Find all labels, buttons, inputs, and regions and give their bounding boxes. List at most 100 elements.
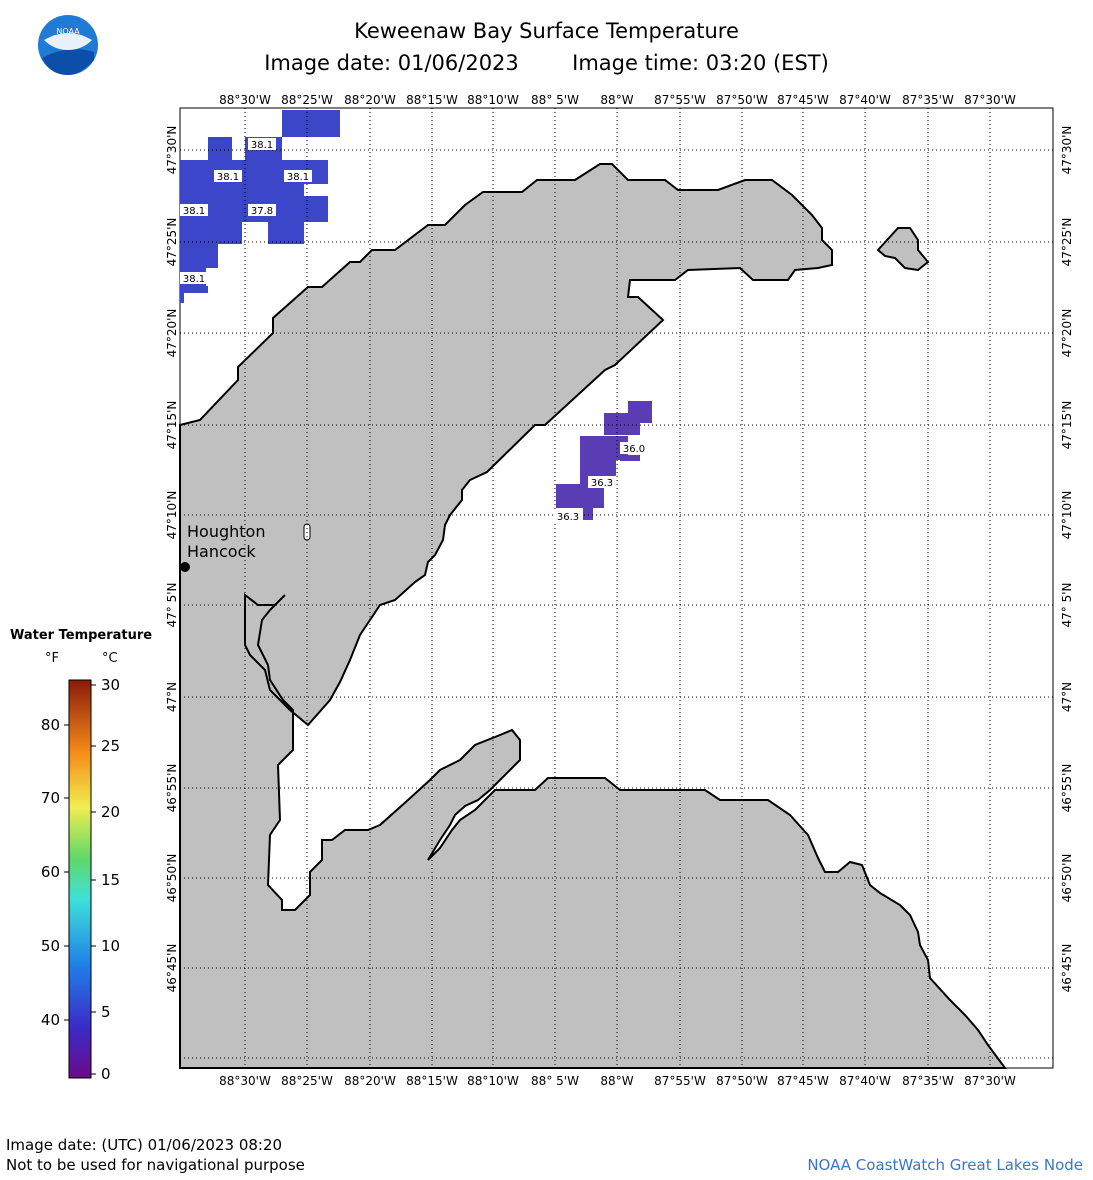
image-datetime: Image date: 01/06/2023 Image time: 03:20… [0, 51, 1093, 75]
svg-text:NOAA: NOAA [56, 27, 80, 36]
legend-unit-f: °F [45, 651, 59, 666]
lat-label-left: 47°10'N [165, 491, 179, 540]
graticule [180, 108, 1053, 1068]
lat-label-left: 46°55'N [165, 764, 179, 813]
lat-label-right: 47°N [1060, 682, 1074, 712]
lat-label-right: 47°20'N [1060, 309, 1074, 358]
lat-label-right: 47° 5'N [1060, 583, 1074, 628]
legend-tick-f: 70 [41, 789, 60, 807]
legend-unit-c: °C [102, 651, 118, 666]
legend-tick-c: 25 [101, 737, 120, 755]
lat-label-left: 47°25'N [165, 218, 179, 267]
legend-tick-f: 50 [41, 937, 60, 955]
lat-label-left: 47°30'N [165, 126, 179, 175]
lon-label-top: 88° 5'W [531, 93, 579, 107]
svg-text:38.1: 38.1 [217, 172, 239, 183]
svg-text:38.1: 38.1 [183, 274, 205, 285]
lon-label-bottom: 88°10'W [467, 1074, 519, 1088]
temperature-label: 37.8 [248, 204, 276, 217]
lon-label-bottom: 87°55'W [654, 1074, 706, 1088]
temperature-label: 38.1 [180, 272, 208, 285]
footer-disclaimer: Not to be used for navigational purpose [6, 1156, 305, 1174]
legend-tick-c: 0 [101, 1065, 111, 1083]
lon-label-bottom: 87°40'W [839, 1074, 891, 1088]
lon-label-top: 87°30'W [964, 93, 1016, 107]
lon-label-bottom: 88° 5'W [531, 1074, 579, 1088]
lon-label-top: 87°55'W [654, 93, 706, 107]
svg-text:36.0: 36.0 [623, 444, 645, 455]
temperature-label: 36.3 [554, 510, 582, 523]
lon-label-bottom: 87°30'W [964, 1074, 1016, 1088]
lon-label-top: 88°20'W [344, 93, 396, 107]
lat-label-right: 46°45'N [1060, 944, 1074, 993]
temperature-label: 38.1 [248, 138, 276, 151]
lat-label-right: 47°30'N [1060, 126, 1074, 175]
lat-label-left: 47° 5'N [165, 583, 179, 628]
svg-text:38.1: 38.1 [183, 206, 205, 217]
lon-label-top: 87°35'W [902, 93, 954, 107]
temperature-label: 36.0 [620, 442, 648, 455]
footer-utc-date: Image date: (UTC) 01/06/2023 08:20 [6, 1136, 283, 1154]
legend-colorbar [68, 679, 92, 1079]
legend-title: Water Temperature [10, 628, 153, 643]
lon-label-bottom: 88°25'W [281, 1074, 333, 1088]
latitude-labels: 47°30'N 47°30'N 47°25'N 47°25'N 47°20'N 47°20… [165, 126, 1074, 993]
place-label-houghton: Houghton [187, 522, 265, 541]
footer-credit: NOAA CoastWatch Great Lakes Node [807, 1156, 1083, 1174]
svg-text:38.1: 38.1 [287, 172, 309, 183]
lon-label-bottom: 88°15'W [406, 1074, 458, 1088]
lon-label-top: 88°10'W [467, 93, 519, 107]
lon-label-top: 87°40'W [839, 93, 891, 107]
legend-tick-c: 20 [101, 803, 120, 821]
lat-label-left: 46°50'N [165, 854, 179, 903]
lon-label-bottom: 88°20'W [344, 1074, 396, 1088]
legend-tick-c: 30 [101, 676, 120, 694]
lat-label-right: 47°15'N [1060, 401, 1074, 450]
lat-label-right: 46°55'N [1060, 764, 1074, 813]
lon-label-top: 88°30'W [219, 93, 271, 107]
lon-label-bottom: 87°35'W [902, 1074, 954, 1088]
lat-label-left: 47°N [165, 682, 179, 712]
legend-tick-f: 80 [41, 716, 60, 734]
legend-tick-f: 60 [41, 863, 60, 881]
svg-text:36.3: 36.3 [591, 478, 613, 489]
temperature-label: 36.3 [588, 476, 616, 489]
lon-label-bottom: 87°50'W [716, 1074, 768, 1088]
svg-text:36.3: 36.3 [557, 512, 579, 523]
lat-label-left: 47°20'N [165, 309, 179, 358]
legend-tick-c: 5 [101, 1003, 111, 1021]
lon-label-top: 87°45'W [777, 93, 829, 107]
temperature-labels: 38.1 38.1 38.1 38.1 37.8 38.1 36.0 36.3 36.3 [180, 138, 648, 523]
lat-label-right: 47°10'N [1060, 491, 1074, 540]
lat-label-left: 46°45'N [165, 944, 179, 993]
city-marker-icon [180, 562, 190, 572]
lon-label-top: 88°25'W [281, 93, 333, 107]
temperature-label: 38.1 [180, 204, 208, 217]
svg-text:37.8: 37.8 [251, 206, 273, 217]
lat-label-right: 47°25'N [1060, 218, 1074, 267]
lon-label-bottom: 87°45'W [777, 1074, 829, 1088]
legend-tick-c: 15 [101, 871, 120, 889]
lon-label-top: 88°15'W [406, 93, 458, 107]
map-title: Keweenaw Bay Surface Temperature [354, 19, 739, 43]
keweenaw-peninsula [179, 163, 1007, 1069]
noaa-logo-icon: NOAA [38, 15, 98, 75]
image-date: Image date: 01/06/2023 [264, 51, 519, 75]
image-time: Image time: 03:20 (EST) [572, 51, 829, 75]
legend-tick-f: 40 [41, 1011, 60, 1029]
longitude-labels: 88°30'W 88°30'W 88°25'W 88°25'W 88°20'W 88°20… [219, 93, 1016, 1088]
svg-text:38.1: 38.1 [251, 140, 273, 151]
lat-label-left: 47°15'N [165, 401, 179, 450]
temperature-label: 38.1 [214, 170, 242, 183]
eastern-island [876, 227, 930, 272]
lon-label-bottom: 88°W [600, 1074, 633, 1088]
lon-label-top: 88°W [600, 93, 633, 107]
temperature-label: 38.1 [284, 170, 312, 183]
lat-label-right: 46°50'N [1060, 854, 1074, 903]
place-label-hancock: Hancock [187, 542, 256, 561]
lon-label-bottom: 88°30'W [219, 1074, 271, 1088]
lon-label-top: 87°50'W [716, 93, 768, 107]
legend-tick-c: 10 [101, 937, 120, 955]
